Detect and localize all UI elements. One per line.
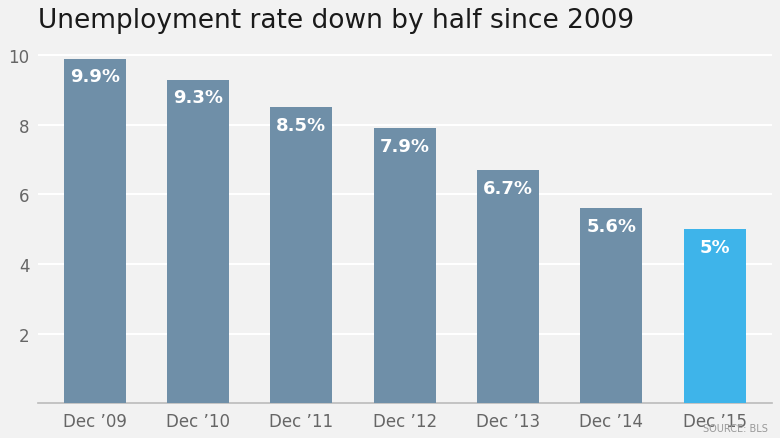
Text: 5.6%: 5.6% bbox=[587, 218, 636, 236]
Text: 5%: 5% bbox=[700, 238, 730, 256]
Bar bbox=[580, 209, 643, 403]
Text: 9.3%: 9.3% bbox=[173, 89, 223, 107]
Text: 6.7%: 6.7% bbox=[483, 179, 533, 197]
Bar bbox=[477, 171, 539, 403]
Bar bbox=[374, 129, 436, 403]
Bar bbox=[64, 60, 126, 403]
Bar bbox=[271, 108, 332, 403]
Text: 7.9%: 7.9% bbox=[380, 138, 430, 155]
Text: 9.9%: 9.9% bbox=[69, 68, 119, 86]
Text: 8.5%: 8.5% bbox=[276, 117, 326, 135]
Text: Unemployment rate down by half since 2009: Unemployment rate down by half since 200… bbox=[37, 8, 634, 34]
Bar bbox=[167, 80, 229, 403]
Bar bbox=[684, 230, 746, 403]
Text: SOURCE: BLS: SOURCE: BLS bbox=[704, 423, 768, 433]
